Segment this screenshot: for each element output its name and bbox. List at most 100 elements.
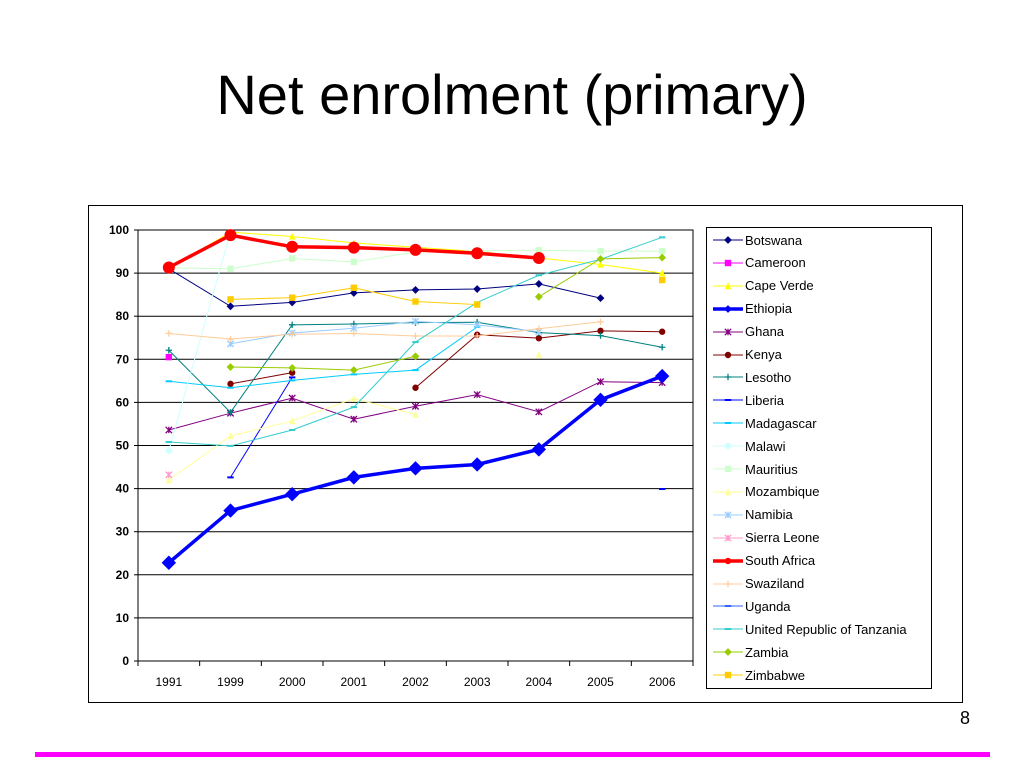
data-point — [288, 232, 296, 240]
series-line — [230, 377, 293, 478]
data-point — [349, 366, 358, 374]
x-tick-label: 1999 — [217, 675, 244, 689]
y-tick-label: 0 — [122, 654, 129, 668]
series-swaziland — [165, 318, 604, 343]
series-mozambique — [165, 350, 543, 484]
x-tick-label: 2004 — [525, 675, 552, 689]
data-point — [724, 351, 732, 358]
data-point — [224, 229, 237, 242]
series-kenya — [227, 327, 666, 391]
data-point — [411, 352, 420, 361]
legend-label: South Africa — [745, 553, 816, 569]
legend-item: Ghana — [707, 322, 931, 342]
data-point — [469, 457, 485, 472]
legend-item: Cameroon — [707, 253, 931, 273]
data-point — [596, 254, 605, 263]
data-point — [227, 335, 234, 343]
legend-item: Sierra Leone — [707, 528, 931, 548]
legend-item: Lesotho — [707, 367, 931, 387]
bottom-rule — [35, 752, 990, 757]
series-ethiopia — [161, 368, 670, 570]
data-point — [473, 390, 481, 399]
data-point — [284, 486, 300, 502]
legend-label: Lesotho — [745, 369, 792, 385]
data-point — [658, 344, 666, 351]
legend-swatch — [713, 282, 743, 289]
data-point — [227, 296, 234, 303]
y-tick-label: 100 — [109, 223, 129, 237]
data-point — [724, 648, 732, 657]
chart-legend: Botswana Cameroon Cape Verde Ethiopia Ghana K… — [706, 227, 932, 689]
legend-item: Mauritius — [707, 459, 931, 479]
data-point — [412, 298, 419, 305]
x-tick-label: 2000 — [279, 675, 306, 689]
y-tick-label: 40 — [116, 482, 130, 496]
legend-label: Malawi — [745, 438, 786, 454]
data-point — [596, 378, 605, 386]
data-point — [350, 394, 358, 402]
x-tick-label: 2003 — [464, 675, 491, 689]
data-point — [535, 325, 543, 332]
data-point — [408, 461, 423, 476]
data-point — [288, 294, 296, 301]
data-point — [534, 279, 543, 288]
data-point — [531, 442, 547, 457]
series-line — [230, 372, 293, 385]
data-point — [288, 331, 296, 338]
legend-swatch — [713, 580, 743, 587]
legend-item: Zambia — [707, 642, 931, 662]
data-point — [227, 265, 234, 272]
data-point — [724, 304, 732, 313]
data-point — [162, 261, 175, 274]
legend-swatch — [713, 648, 743, 657]
data-point — [165, 471, 173, 479]
data-point — [227, 432, 234, 440]
legend-label: Zimbabwe — [745, 667, 805, 683]
legend-label: Mauritius — [745, 461, 798, 477]
series-line — [168, 321, 601, 340]
data-point — [473, 301, 481, 308]
data-point — [535, 350, 543, 358]
series-line — [168, 268, 601, 307]
data-point — [412, 384, 419, 391]
data-point — [412, 410, 419, 418]
data-point — [288, 394, 296, 402]
legend-swatch — [713, 511, 743, 519]
data-point — [161, 555, 177, 570]
data-point — [724, 511, 732, 519]
legend-label: Kenya — [745, 347, 782, 362]
data-point — [597, 327, 604, 335]
data-point — [724, 557, 732, 564]
data-point — [165, 476, 173, 484]
legend-label: Liberia — [745, 392, 785, 408]
x-tick-label: 2005 — [587, 675, 614, 689]
data-point — [226, 302, 235, 311]
line-chart: 0 10 20 30 40 50 60 70 80 90 100 1991 1999 2000 2001 20… — [109, 223, 694, 689]
series-south-africa — [162, 229, 545, 274]
y-tick-label: 50 — [116, 439, 130, 453]
legend-swatch — [713, 236, 743, 244]
data-point — [724, 580, 732, 587]
legend-label: Swaziland — [745, 576, 805, 591]
legend-item: Ethiopia — [707, 299, 931, 319]
legend-swatch — [713, 671, 743, 679]
chart-frame: 0 10 20 30 40 50 60 70 80 90 100 1991 1999 2000 2001 20… — [88, 205, 963, 703]
data-point — [724, 236, 732, 244]
legend-label: Madagascar — [745, 415, 817, 431]
data-point — [288, 417, 296, 425]
legend-swatch — [713, 557, 743, 564]
data-point — [597, 247, 604, 255]
legend-swatch — [713, 399, 743, 402]
data-point — [350, 415, 358, 423]
y-tick-label: 30 — [116, 525, 130, 539]
data-point — [535, 247, 543, 254]
data-point — [288, 321, 296, 329]
data-point — [411, 286, 420, 294]
legend-item: Uganda — [707, 596, 931, 616]
legend-item: Madagascar — [707, 413, 931, 433]
legend-item: Kenya — [707, 345, 931, 365]
legend-item: Botswana — [707, 230, 931, 250]
data-point — [724, 465, 732, 473]
data-point — [286, 240, 299, 253]
x-tick-label: 1991 — [155, 675, 182, 689]
